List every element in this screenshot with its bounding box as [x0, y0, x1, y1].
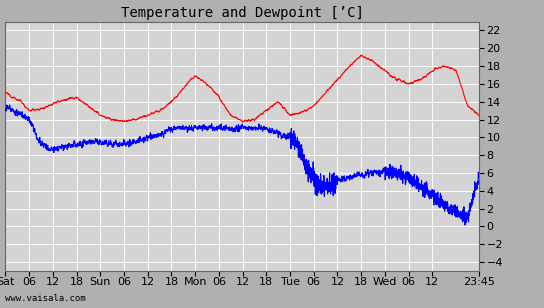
Text: www.vaisala.com: www.vaisala.com	[5, 294, 86, 303]
Title: Temperature and Dewpoint [ʼC]: Temperature and Dewpoint [ʼC]	[121, 6, 363, 20]
